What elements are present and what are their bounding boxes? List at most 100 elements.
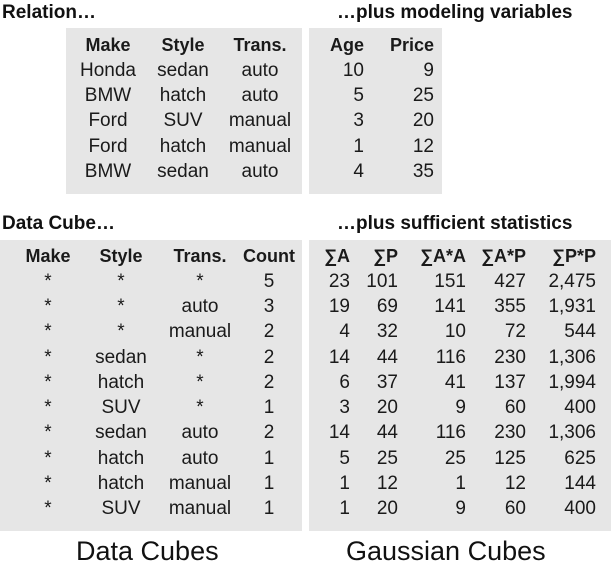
stats-cell: 12 <box>376 473 398 495</box>
stats-cell: 1 <box>339 473 350 495</box>
table-row: 4 32 10 72 544 <box>316 320 596 345</box>
modeling-header-0: Age <box>329 34 364 55</box>
cube-cell: manual <box>168 473 232 495</box>
relation-cell: hatch <box>159 84 207 106</box>
statistics-table: ∑A ∑P ∑A*A ∑A*P ∑P*P 23 101 151 427 2,475 19 69 141… <box>316 243 596 522</box>
stats-cell: 19 <box>328 295 350 317</box>
modeling-cell: 25 <box>412 84 434 106</box>
relation-cell: manual <box>228 135 292 157</box>
stats-cell: 116 <box>435 346 466 368</box>
cube-cell: 1 <box>263 498 275 520</box>
modeling-cell: 10 <box>342 59 364 81</box>
table-row: 19 69 141 355 1,931 <box>316 294 596 319</box>
table-row: Ford hatch manual <box>72 134 298 159</box>
stats-cell: 3 <box>339 397 350 419</box>
stats-cell: 60 <box>504 397 526 419</box>
sufficient-statistics-heading: …plus sufficient statistics <box>337 213 573 234</box>
table-row: 10 9 <box>316 58 434 83</box>
cube-cell: * <box>117 270 125 292</box>
relation-cell: sedan <box>157 59 209 81</box>
relation-cell: SUV <box>163 110 203 132</box>
stats-cell: 355 <box>494 295 526 317</box>
cube-cell: 5 <box>263 270 275 292</box>
stats-cell: 60 <box>504 498 526 520</box>
relation-cell: auto <box>241 59 279 81</box>
table-row: Ford SUV manual <box>72 109 298 134</box>
cube-cell: 1 <box>263 447 275 469</box>
table-row: 14 44 116 230 1,306 <box>316 345 596 370</box>
cube-cell: * <box>44 473 52 495</box>
stats-cell: 625 <box>564 447 596 469</box>
stats-cell: 20 <box>376 397 398 419</box>
cube-cell: 2 <box>263 321 275 343</box>
cube-header-2: Trans. <box>173 245 227 266</box>
relation-heading: Relation… <box>2 2 96 23</box>
stats-cell: 125 <box>494 447 526 469</box>
stats-cell: 144 <box>564 473 596 495</box>
cube-cell: * <box>196 397 204 419</box>
cube-cell: SUV <box>101 397 141 419</box>
modeling-header-row: Age Price <box>316 32 434 58</box>
cube-cell: 3 <box>263 295 275 317</box>
table-row: 5 25 25 125 625 <box>316 446 596 471</box>
relation-header-0: Make <box>85 34 131 55</box>
relation-cell: Honda <box>80 59 136 81</box>
stats-cell: 23 <box>328 270 350 292</box>
stats-cell: 6 <box>339 371 350 393</box>
table-row: * hatch auto 1 <box>14 446 298 471</box>
data-cube-heading: Data Cube… <box>2 213 115 234</box>
cube-cell: sedan <box>95 422 147 444</box>
table-row: 5 25 <box>316 83 434 108</box>
table-row: * SUV * 1 <box>14 395 298 420</box>
table-row: 6 37 41 137 1,994 <box>316 370 596 395</box>
stats-cell: 101 <box>366 270 398 292</box>
stats-header-2: ∑A*A <box>420 245 466 266</box>
table-row: 4 35 <box>316 159 434 184</box>
table-row: * hatch manual 1 <box>14 471 298 496</box>
modeling-header-1: Price <box>389 34 434 55</box>
cube-cell: 1 <box>263 473 275 495</box>
table-row: * SUV manual 1 <box>14 497 298 522</box>
stats-cell: 25 <box>376 447 398 469</box>
stats-cell: 14 <box>328 422 350 444</box>
stats-cell: 10 <box>444 321 466 343</box>
stats-cell: 400 <box>564 397 596 419</box>
cube-cell: * <box>44 295 52 317</box>
cube-cell: * <box>196 270 204 292</box>
stats-cell: 230 <box>494 346 526 368</box>
relation-cell: hatch <box>159 135 207 157</box>
stats-cell: 544 <box>564 321 596 343</box>
table-row: 14 44 116 230 1,306 <box>316 421 596 446</box>
stats-cell: 14 <box>328 346 350 368</box>
modeling-table: Age Price 10 9 5 25 3 20 1 12 4 35 <box>316 32 434 184</box>
gaussian-cubes-caption: Gaussian Cubes <box>346 536 546 566</box>
table-row: 1 20 9 60 400 <box>316 497 596 522</box>
stats-cell: 400 <box>564 498 596 520</box>
cube-header-row: Make Style Trans. Count <box>14 243 298 269</box>
stats-cell: 25 <box>444 447 466 469</box>
table-row: BMW sedan auto <box>72 159 298 184</box>
cube-cell: auto <box>181 295 219 317</box>
cube-cell: * <box>117 321 125 343</box>
cube-cell: sedan <box>95 346 147 368</box>
cube-cell: hatch <box>97 473 145 495</box>
table-row: * sedan * 2 <box>14 345 298 370</box>
cube-cell: manual <box>168 321 232 343</box>
data-cube-table: Make Style Trans. Count * * * 5 * * auto 3 * * manual… <box>14 243 298 522</box>
stats-cell: 151 <box>434 270 466 292</box>
stats-cell: 1,994 <box>548 371 596 393</box>
modeling-cell: 9 <box>423 59 434 81</box>
stats-cell: 20 <box>376 498 398 520</box>
cube-cell: 2 <box>263 346 275 368</box>
stats-cell: 44 <box>376 422 398 444</box>
stats-cell: 137 <box>494 371 526 393</box>
stats-cell: 1,306 <box>548 346 596 368</box>
modeling-cell: 4 <box>353 160 364 182</box>
table-row: Honda sedan auto <box>72 58 298 83</box>
table-row: * * manual 2 <box>14 320 298 345</box>
cube-cell: hatch <box>97 371 145 393</box>
cube-cell: * <box>44 270 52 292</box>
cube-cell: SUV <box>101 498 141 520</box>
modeling-cell: 1 <box>353 135 364 157</box>
relation-header-row: Make Style Trans. <box>72 32 298 58</box>
